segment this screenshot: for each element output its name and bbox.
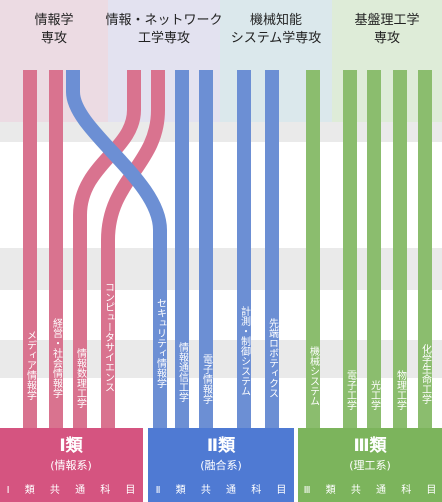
course-label-robotics: 先端ロボティクス — [267, 318, 279, 398]
category-2-subtitle: (融合系) — [200, 458, 242, 472]
stream-security-curve — [66, 70, 167, 430]
category-block-2 — [148, 428, 294, 502]
stream-chemistry — [418, 70, 432, 430]
stream-mechanical-systems — [306, 70, 320, 430]
course-label-security: セキュリティ情報学 — [155, 298, 167, 388]
dept-name-network-line1: 情報・ネットワーク — [105, 13, 222, 28]
dept-name-network-line2: 工学専攻 — [138, 30, 190, 46]
dept-name-mechanical-line2: システム学専攻 — [231, 30, 322, 46]
stream-info-comm — [175, 70, 189, 430]
stream-optics — [367, 70, 381, 430]
course-label-measurement: 計測・制御システム — [239, 305, 251, 396]
course-label-info-comm: 情報通信工学 — [177, 341, 189, 402]
course-label-management: 経営・社会情報学 — [51, 317, 63, 398]
course-label-electronic-info: 電子情報学 — [201, 354, 213, 404]
course-label-physics: 物理工学 — [395, 369, 407, 410]
stream-electronic-info — [199, 70, 213, 430]
category-3-title: Ⅲ類 — [353, 436, 387, 456]
category-3-subtitle: (理工系) — [349, 459, 391, 472]
stream-management — [49, 70, 63, 430]
course-label-mechanical-systems: 機械システム — [308, 345, 320, 406]
category-block-1 — [0, 428, 143, 502]
course-label-chemistry: 化学生命工学 — [420, 343, 432, 404]
stream-computer-science-lower — [101, 240, 115, 430]
category-1-common: Ⅰ 類 共 通 科 目 — [7, 483, 142, 496]
stream-media — [23, 70, 37, 430]
course-label-electronics: 電子工学 — [345, 370, 357, 410]
stream-info-math-curve — [73, 70, 141, 430]
stream-physics — [393, 70, 407, 430]
grey-band-top — [0, 122, 442, 142]
category-2-title: Ⅱ類 — [207, 436, 236, 456]
category-2-common: Ⅱ 類 共 通 科 目 — [156, 483, 293, 496]
course-label-optics: 光工学 — [369, 379, 381, 410]
dept-name-informatics-line1: 情報学 — [34, 12, 73, 28]
category-3-common: Ⅲ 類 共 通 科 目 — [304, 483, 442, 496]
category-1-subtitle: (情報系) — [50, 459, 92, 472]
category-block-3 — [298, 428, 442, 502]
dept-name-basic-science-line1: 基盤理工学 — [354, 12, 419, 28]
dept-name-informatics-line2: 専攻 — [41, 31, 67, 46]
dept-name-basic-science-line2: 専攻 — [374, 31, 400, 46]
course-label-info-math: 情報数理工学 — [75, 347, 87, 408]
stream-measurement — [237, 70, 251, 430]
category-1-title: Ⅰ類 — [59, 436, 83, 456]
dept-name-mechanical-line1: 機械知能 — [250, 12, 302, 28]
stream-electronics — [343, 70, 357, 430]
course-label-computer-science: コンピュータサイエンス — [103, 282, 115, 392]
stream-robotics — [265, 70, 279, 430]
course-label-media: メディア情報学 — [25, 330, 37, 400]
